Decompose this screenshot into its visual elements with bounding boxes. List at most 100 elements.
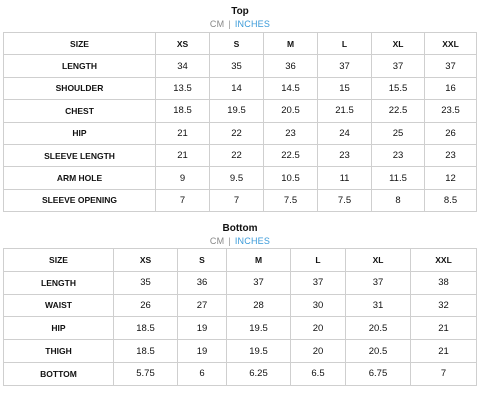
top-title: Top bbox=[231, 6, 249, 17]
table-row: HIP 21 22 23 24 25 26 bbox=[3, 121, 477, 145]
measurement-value: 6 bbox=[177, 361, 227, 386]
measurement-label: SLEEVE OPENING bbox=[3, 188, 156, 213]
measurement-value: 20.5 bbox=[263, 99, 318, 123]
measurement-value: 35 bbox=[209, 54, 264, 78]
measurement-value: 24 bbox=[317, 121, 372, 145]
size-column-header: SIZE bbox=[3, 248, 114, 272]
bottom-unit-cm[interactable]: CM bbox=[209, 236, 225, 246]
size-header-m: M bbox=[226, 248, 291, 272]
measurement-value: 20 bbox=[290, 316, 346, 341]
size-header-xxl: XXL bbox=[410, 248, 477, 272]
top-size-table: SIZE XS S M L XL XXL LENGTH 34 35 36 37 37 37 SHOULDER… bbox=[3, 31, 477, 213]
measurement-value: 19.5 bbox=[209, 99, 264, 123]
measurement-label: BOTTOM bbox=[3, 361, 114, 386]
measurement-value: 36 bbox=[177, 270, 227, 295]
measurement-value: 22 bbox=[209, 121, 264, 145]
measurement-value: 7 bbox=[410, 361, 477, 386]
measurement-value: 20.5 bbox=[345, 316, 411, 341]
size-header-xl: XL bbox=[345, 248, 411, 272]
measurement-value: 6.25 bbox=[226, 361, 291, 386]
table-row: THIGH 18.5 19 19.5 20 20.5 21 bbox=[3, 339, 477, 363]
measurement-value: 34 bbox=[155, 54, 210, 78]
top-header-row: SIZE XS S M L XL XXL bbox=[3, 31, 477, 56]
size-header-s: S bbox=[209, 31, 264, 56]
measurement-value: 37 bbox=[290, 270, 346, 295]
measurement-label: HIP bbox=[3, 121, 156, 145]
measurement-value: 21 bbox=[155, 143, 210, 168]
measurement-value: 15 bbox=[317, 76, 372, 101]
measurement-value: 37 bbox=[424, 54, 477, 78]
measurement-value: 26 bbox=[113, 293, 178, 318]
measurement-value: 35 bbox=[113, 270, 178, 295]
measurement-value: 22.5 bbox=[371, 99, 425, 123]
size-header-s: S bbox=[177, 248, 227, 272]
measurement-value: 38 bbox=[410, 270, 477, 295]
table-row: ARM HOLE 9 9.5 10.5 11 11.5 12 bbox=[3, 166, 477, 190]
measurement-value: 27 bbox=[177, 293, 227, 318]
measurement-value: 18.5 bbox=[113, 316, 178, 341]
measurement-value: 14.5 bbox=[263, 76, 318, 101]
measurement-value: 19.5 bbox=[226, 339, 291, 363]
measurement-value: 9 bbox=[155, 166, 210, 190]
measurement-value: 7.5 bbox=[263, 188, 318, 213]
table-row: SLEEVE OPENING 7 7 7.5 7.5 8 8.5 bbox=[3, 188, 477, 213]
size-header-m: M bbox=[263, 31, 318, 56]
size-header-l: L bbox=[290, 248, 346, 272]
measurement-value: 23 bbox=[317, 143, 372, 168]
bottom-unit-inches[interactable]: INCHES bbox=[234, 236, 271, 246]
measurement-value: 37 bbox=[371, 54, 425, 78]
measurement-value: 25 bbox=[371, 121, 425, 145]
top-unit-cm[interactable]: CM bbox=[209, 19, 225, 29]
measurement-value: 18.5 bbox=[155, 99, 210, 123]
measurement-value: 37 bbox=[226, 270, 291, 295]
measurement-value: 21.5 bbox=[317, 99, 372, 123]
table-row: LENGTH 34 35 36 37 37 37 bbox=[3, 54, 477, 78]
measurement-value: 31 bbox=[345, 293, 411, 318]
measurement-value: 23 bbox=[424, 143, 477, 168]
measurement-label: ARM HOLE bbox=[3, 166, 156, 190]
measurement-label: LENGTH bbox=[3, 54, 156, 78]
measurement-value: 23.5 bbox=[424, 99, 477, 123]
measurement-value: 20.5 bbox=[345, 339, 411, 363]
measurement-value: 26 bbox=[424, 121, 477, 145]
table-row: BOTTOM 5.75 6 6.25 6.5 6.75 7 bbox=[3, 361, 477, 386]
bottom-title: Bottom bbox=[222, 223, 258, 234]
table-row: CHEST 18.5 19.5 20.5 21.5 22.5 23.5 bbox=[3, 99, 477, 123]
measurement-value: 11.5 bbox=[371, 166, 425, 190]
measurement-value: 20 bbox=[290, 339, 346, 363]
measurement-label: WAIST bbox=[3, 293, 114, 318]
measurement-value: 12 bbox=[424, 166, 477, 190]
size-header-xs: XS bbox=[113, 248, 178, 272]
measurement-label: HIP bbox=[3, 316, 114, 341]
measurement-value: 32 bbox=[410, 293, 477, 318]
measurement-value: 8.5 bbox=[424, 188, 477, 213]
table-row: HIP 18.5 19 19.5 20 20.5 21 bbox=[3, 316, 477, 341]
measurement-value: 21 bbox=[155, 121, 210, 145]
measurement-value: 15.5 bbox=[371, 76, 425, 101]
table-row: SLEEVE LENGTH 21 22 22.5 23 23 23 bbox=[3, 143, 477, 168]
measurement-value: 16 bbox=[424, 76, 477, 101]
measurement-value: 23 bbox=[263, 121, 318, 145]
bottom-unit-toggle: CM | INCHES bbox=[0, 235, 480, 248]
top-unit-inches[interactable]: INCHES bbox=[234, 19, 271, 29]
measurement-label: SLEEVE LENGTH bbox=[3, 143, 156, 168]
measurement-value: 7 bbox=[155, 188, 210, 213]
bottom-size-section: Bottom CM | INCHES SIZE XS S M L XL XXL LENGTH 35 3… bbox=[0, 223, 480, 386]
measurement-value: 18.5 bbox=[113, 339, 178, 363]
measurement-value: 5.75 bbox=[113, 361, 178, 386]
measurement-label: THIGH bbox=[3, 339, 114, 363]
measurement-value: 19 bbox=[177, 316, 227, 341]
measurement-label: LENGTH bbox=[3, 270, 114, 295]
measurement-value: 22 bbox=[209, 143, 264, 168]
measurement-value: 37 bbox=[317, 54, 372, 78]
top-unit-separator: | bbox=[228, 19, 231, 29]
size-header-xs: XS bbox=[155, 31, 210, 56]
bottom-size-table: SIZE XS S M L XL XXL LENGTH 35 36 37 37 37 38 WAIST 26 2… bbox=[3, 248, 477, 386]
measurement-label: CHEST bbox=[3, 99, 156, 123]
table-row: WAIST 26 27 28 30 31 32 bbox=[3, 293, 477, 318]
measurement-value: 28 bbox=[226, 293, 291, 318]
measurement-value: 14 bbox=[209, 76, 264, 101]
measurement-value: 21 bbox=[410, 316, 477, 341]
measurement-value: 19.5 bbox=[226, 316, 291, 341]
measurement-value: 6.5 bbox=[290, 361, 346, 386]
